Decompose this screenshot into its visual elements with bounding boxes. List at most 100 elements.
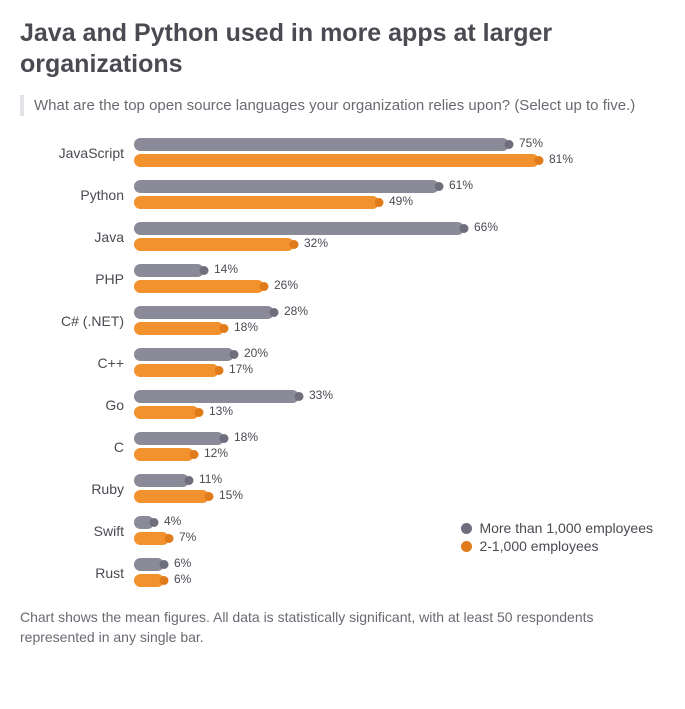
bar-large [134, 138, 509, 151]
bars-wrap: 61% 49% [134, 178, 661, 212]
category-label: Rust [20, 565, 134, 581]
value-label-large: 11% [199, 472, 222, 486]
question-block: What are the top open source languages y… [20, 95, 661, 117]
value-label-small: 7% [179, 530, 196, 544]
chart-row: C 18% 12% [20, 426, 661, 468]
value-label-large: 66% [474, 220, 498, 234]
bar-end-marker-large [270, 308, 279, 317]
value-label-large: 20% [244, 346, 268, 360]
bar-large [134, 306, 274, 319]
category-label: C [20, 439, 134, 455]
bars-wrap: 28% 18% [134, 304, 661, 338]
chart-row: JavaScript 75% 81% [20, 132, 661, 174]
bar-large [134, 390, 299, 403]
bar-end-marker-small [190, 450, 199, 459]
category-label: C# (.NET) [20, 313, 134, 329]
value-label-large: 33% [309, 388, 333, 402]
value-label-small: 26% [274, 278, 298, 292]
value-label-large: 75% [519, 136, 543, 150]
chart-row: PHP 14% 26% [20, 258, 661, 300]
bar-end-marker-large [220, 434, 229, 443]
value-label-large: 28% [284, 304, 308, 318]
value-label-small: 13% [209, 404, 233, 418]
value-label-large: 61% [449, 178, 473, 192]
chart-row: C# (.NET) 28% 18% [20, 300, 661, 342]
bar-end-marker-large [295, 392, 304, 401]
chart-row: Rust6%6% [20, 552, 661, 594]
bar-end-marker-large [200, 266, 209, 275]
value-label-small: 15% [219, 488, 243, 502]
bars-wrap: 33% 13% [134, 388, 661, 422]
bar-end-marker-large [435, 182, 444, 191]
bar-end-marker-large [230, 350, 239, 359]
value-label-large: 4% [164, 514, 181, 528]
chart-row: Java 66% 32% [20, 216, 661, 258]
category-label: Swift [20, 523, 134, 539]
chart-row: Python 61% 49% [20, 174, 661, 216]
bars-wrap: 6%6% [134, 556, 661, 590]
value-label-small: 32% [304, 236, 328, 250]
bar-end-marker-small [160, 576, 169, 585]
value-label-small: 6% [174, 572, 191, 586]
category-label: JavaScript [20, 145, 134, 161]
bar-small [134, 154, 539, 167]
value-label-large: 6% [174, 556, 191, 570]
bar-end-marker-small [260, 282, 269, 291]
bar-chart: More than 1,000 employees 2-1,000 employ… [20, 132, 661, 594]
bar-end-marker-large [185, 476, 194, 485]
value-label-small: 17% [229, 362, 253, 376]
bar-end-marker-small [215, 366, 224, 375]
bar-large [134, 474, 189, 487]
bar-large [134, 264, 204, 277]
bar-end-marker-small [205, 492, 214, 501]
bar-large [134, 180, 439, 193]
category-label: Go [20, 397, 134, 413]
bar-large [134, 432, 224, 445]
chart-row: Swift4%7% [20, 510, 661, 552]
question-accent-bar [20, 95, 24, 117]
bar-small [134, 490, 209, 503]
category-label: C++ [20, 355, 134, 371]
bar-small [134, 364, 219, 377]
bar-end-marker-small [220, 324, 229, 333]
bar-end-marker-small [290, 240, 299, 249]
value-label-large: 14% [214, 262, 238, 276]
bar-small [134, 322, 224, 335]
category-label: Python [20, 187, 134, 203]
value-label-small: 81% [549, 152, 573, 166]
chart-row: Go 33% 13% [20, 384, 661, 426]
category-label: PHP [20, 271, 134, 287]
bar-end-marker-large [460, 224, 469, 233]
value-label-small: 49% [389, 194, 413, 208]
bar-end-marker-large [160, 560, 169, 569]
bar-small [134, 448, 194, 461]
value-label-small: 18% [234, 320, 258, 334]
bar-small [134, 238, 294, 251]
bar-large [134, 348, 234, 361]
bar-large [134, 222, 464, 235]
bar-end-marker-large [150, 518, 159, 527]
question-text: What are the top open source languages y… [34, 95, 635, 117]
value-label-large: 18% [234, 430, 258, 444]
chart-row: Ruby11%15% [20, 468, 661, 510]
bar-small [134, 406, 199, 419]
bar-end-marker-small [195, 408, 204, 417]
value-label-small: 12% [204, 446, 228, 460]
bar-end-marker-small [165, 534, 174, 543]
footnote: Chart shows the mean figures. All data i… [20, 608, 661, 647]
chart-row: C++20%17% [20, 342, 661, 384]
bars-wrap: 14% 26% [134, 262, 661, 296]
category-label: Java [20, 229, 134, 245]
bars-wrap: 66% 32% [134, 220, 661, 254]
category-label: Ruby [20, 481, 134, 497]
bars-wrap: 18% 12% [134, 430, 661, 464]
bar-small [134, 196, 379, 209]
bars-wrap: 20%17% [134, 346, 661, 380]
bar-small [134, 280, 264, 293]
bar-end-marker-large [505, 140, 514, 149]
bars-wrap: 11%15% [134, 472, 661, 506]
bars-wrap: 4%7% [134, 514, 661, 548]
chart-title: Java and Python used in more apps at lar… [20, 18, 661, 81]
bar-end-marker-small [535, 156, 544, 165]
bars-wrap: 75% 81% [134, 136, 661, 170]
